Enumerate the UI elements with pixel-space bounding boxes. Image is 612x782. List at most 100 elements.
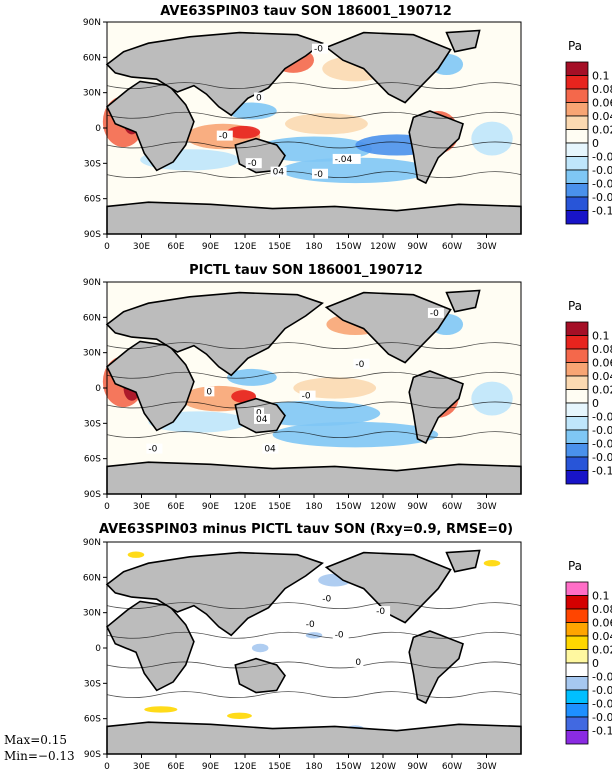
colorbar-label: 0.08	[592, 603, 612, 616]
lon-tick-label: 0	[104, 762, 110, 772]
contour-label: 0	[256, 409, 262, 419]
lon-tick-label: 150E	[268, 242, 291, 252]
field-anomaly	[471, 121, 513, 156]
lon-tick-label: 30W	[476, 242, 496, 252]
contour-label: -0	[248, 159, 257, 169]
contour-label: 04	[264, 445, 276, 455]
min-stat: Min=−0.13	[4, 749, 75, 763]
contour-label: -0	[306, 620, 315, 630]
lat-tick-label: 60N	[83, 53, 101, 63]
field-anomaly	[227, 712, 252, 720]
colorbar-box	[565, 716, 589, 731]
colorbar-label: -0.02	[592, 151, 612, 164]
lon-tick-label: 90W	[407, 242, 427, 252]
contour-line	[106, 141, 522, 149]
colorbar-label: 0.06	[592, 617, 612, 630]
lon-tick-label: 120E	[234, 762, 257, 772]
contour-label-bg	[204, 386, 215, 397]
colorbar-label: 0	[592, 397, 599, 410]
lat-tick-label: 60S	[84, 715, 101, 725]
contour-label-bg	[374, 606, 391, 617]
contour-line	[106, 111, 522, 119]
colorbar-box	[565, 321, 589, 336]
colorbar-box	[565, 183, 589, 198]
contour-label-bg	[312, 168, 328, 179]
field-anomaly	[285, 113, 368, 135]
colorbar-units: Pa	[568, 559, 582, 573]
land-mass	[106, 721, 522, 755]
lon-tick-label: 180	[305, 502, 322, 512]
colorbar-label: -0.06	[592, 178, 612, 191]
colorbar-box	[565, 348, 589, 363]
colorbar-label: 0	[592, 137, 599, 150]
colorbar-box	[565, 335, 589, 350]
contour-label: -0	[314, 170, 323, 180]
colorbar-box	[565, 75, 589, 90]
lon-tick-label: 30E	[133, 502, 150, 512]
contour-label: 0	[256, 93, 262, 103]
contour-line	[106, 342, 522, 349]
colorbar-label: -0.02	[592, 671, 612, 684]
colorbar-label: 0	[592, 657, 599, 670]
contour-label-bg	[353, 656, 364, 667]
contour-line	[106, 602, 522, 609]
field-anomaly	[231, 390, 257, 403]
lat-tick-label: 30S	[84, 419, 101, 429]
colorbar-label: -0.08	[592, 191, 612, 204]
lon-tick-label: 60W	[442, 502, 462, 512]
lon-tick-label: 120E	[234, 242, 257, 252]
lon-tick-label: 0	[104, 502, 110, 512]
contour-label: 04	[273, 168, 285, 178]
lon-tick-label: 90E	[202, 762, 219, 772]
lat-tick-label: 30S	[84, 679, 101, 689]
colorbar-label: 0.08	[592, 343, 612, 356]
colorbar-label: 0.1	[592, 590, 610, 603]
colorbar-box	[565, 129, 589, 144]
colorbar-box	[565, 429, 589, 444]
contour-label: -0	[322, 594, 331, 604]
colorbar-box	[565, 156, 589, 171]
contour-line	[106, 661, 522, 669]
contour-line	[106, 401, 522, 409]
contour-label-bg	[427, 307, 444, 318]
colorbar-box	[565, 362, 589, 377]
colorbar-label: 0.02	[592, 644, 612, 657]
lat-tick-label: 60N	[83, 313, 101, 323]
contour-line	[106, 631, 522, 639]
colorbar-label: 0.06	[592, 357, 612, 370]
colorbar-label: 0.04	[592, 110, 612, 123]
colorbar-label: -0.08	[592, 451, 612, 464]
contour-label-bg	[332, 153, 361, 164]
contour-label: -0	[355, 360, 364, 370]
land-mass	[105, 291, 324, 377]
contour-label: -0	[430, 309, 439, 319]
contour-label-bg	[146, 443, 163, 454]
contour-line	[106, 371, 522, 379]
contour-label: -0	[335, 630, 344, 640]
colorbar-box	[565, 635, 589, 650]
land-mass	[106, 461, 522, 495]
field-anomaly	[144, 706, 178, 713]
colorbar-label: -0.06	[592, 698, 612, 711]
colorbar-box	[565, 210, 589, 225]
colorbar-label: -0.06	[592, 438, 612, 451]
contour-label: -0	[314, 45, 323, 55]
contour-label-bg	[216, 130, 233, 141]
lat-tick-label: 0	[95, 644, 101, 654]
land-mass	[324, 291, 452, 364]
contour-label: -0	[219, 132, 228, 142]
lon-tick-label: 180	[305, 762, 322, 772]
contour-label: -0	[376, 607, 385, 617]
colorbar-label: -0.08	[592, 711, 612, 724]
colorbar-label: 0.04	[592, 370, 612, 383]
colorbar-box	[565, 622, 589, 637]
colorbar-box	[565, 662, 589, 677]
field-anomaly	[471, 381, 513, 416]
lat-tick-label: 0	[95, 124, 101, 134]
lat-tick-label: 90S	[84, 230, 101, 240]
colorbar-label: 0.1	[592, 330, 610, 343]
lat-tick-label: 60S	[84, 195, 101, 205]
colorbar-label: -0.1	[592, 465, 612, 478]
land-mass	[445, 29, 481, 53]
